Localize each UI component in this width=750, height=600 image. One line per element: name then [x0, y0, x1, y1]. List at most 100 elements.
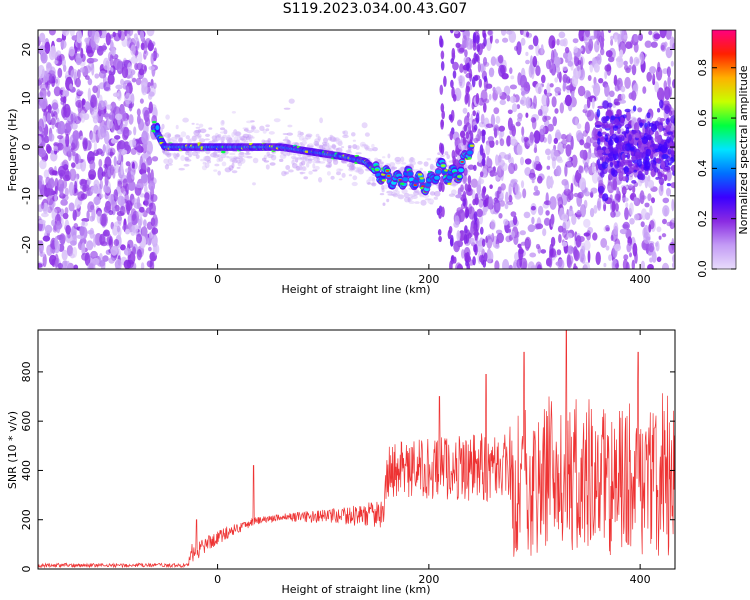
spectrogram-cell	[139, 193, 146, 198]
spectrogram-cell	[282, 150, 288, 157]
spectrogram-cell	[535, 189, 540, 196]
spectrogram-cell	[379, 193, 385, 196]
spectrogram-cell	[531, 179, 535, 184]
spectrogram-cell	[283, 107, 291, 110]
spectrogram-cell	[554, 56, 561, 68]
spectrogram-cell	[105, 32, 111, 46]
spectrogram-cell	[363, 145, 370, 150]
spectrogram-cell	[231, 170, 238, 174]
spectrogram-cell	[86, 210, 90, 220]
spectrogram-cell	[583, 232, 590, 237]
spectrogram-cell	[507, 152, 512, 164]
spectrogram-cell	[640, 208, 648, 220]
spectrogram-cell	[113, 239, 120, 247]
spectrogram-cell	[573, 248, 579, 260]
spectrogram-cell	[382, 156, 386, 159]
spectrogram-cell	[113, 156, 117, 167]
spectrogram-cell	[547, 155, 551, 161]
spectrogram-cell	[199, 128, 207, 134]
spectrogram-cell	[441, 182, 445, 193]
spectrogram-cell	[539, 124, 546, 135]
spectrogram-cell	[628, 159, 632, 164]
spectrogram-cell	[108, 236, 114, 250]
spectrogram-cell	[180, 155, 186, 162]
spectrogram-cell	[660, 44, 665, 51]
spectrogram-cell	[84, 65, 92, 74]
spectrogram-cell	[348, 174, 352, 177]
spectrogram-cell	[72, 130, 80, 141]
spectrogram-cell	[176, 152, 180, 158]
spectrogram-cell	[462, 190, 467, 200]
spectrogram-cell	[557, 258, 565, 269]
spectrogram-cell	[79, 67, 86, 73]
spectrogram-cell	[475, 30, 480, 34]
spectrogram-cell	[644, 176, 649, 189]
spectrogram-cell	[621, 197, 629, 203]
spectrogram-cell	[367, 148, 374, 152]
spectrogram-cell	[287, 139, 291, 144]
spectrogram-cell	[645, 148, 651, 157]
spectrogram-cell	[127, 239, 134, 249]
spectrogram-cell	[73, 264, 79, 269]
spectrogram-cell	[549, 196, 557, 210]
spectrogram-cell	[567, 245, 574, 254]
spectrogram-cell	[252, 157, 259, 164]
spectrogram-cell	[667, 75, 671, 88]
spectrogram-cell	[513, 163, 518, 171]
spectrogram-cell	[420, 199, 427, 206]
spectrogram-cell	[38, 263, 43, 268]
spectrogram-cell	[146, 221, 153, 230]
spectrogram-cell	[44, 41, 51, 54]
spectrogram-cell	[75, 77, 81, 88]
spectrogram-cell	[457, 175, 462, 178]
colorbar-bar	[711, 29, 737, 270]
spectrogram-cell	[136, 41, 140, 49]
spectrogram-cell	[163, 158, 169, 164]
spectrogram-cell	[622, 258, 628, 269]
spectrogram-cell	[57, 135, 64, 140]
spectrogram-cell	[401, 188, 408, 195]
spectrogram-cell	[537, 245, 542, 254]
spectrogram-cell	[422, 194, 430, 199]
spectrogram-cell	[38, 101, 42, 109]
spectrogram-cell	[553, 51, 558, 58]
spectrogram-cell	[438, 235, 442, 243]
spectrogram-cell	[663, 41, 668, 48]
spectrogram-cell	[67, 149, 72, 162]
spectrogram-cell	[279, 158, 284, 162]
spectrogram-cell	[464, 225, 468, 234]
spectrogram-cell	[482, 186, 487, 194]
spectrogram-cell	[211, 135, 218, 140]
spectrogram-cell	[460, 130, 466, 138]
spectrogram-cell	[104, 172, 109, 187]
spectrogram-cell	[561, 241, 568, 247]
spectrogram-cell	[128, 114, 134, 125]
spectrogram-cell	[117, 149, 122, 164]
spectrogram-cell	[554, 108, 559, 114]
spectrogram-cell	[165, 114, 170, 120]
figure-title: S119.2023.034.00.43.G07	[282, 1, 468, 17]
spectrogram-cell	[221, 120, 225, 125]
spectrogram-cell	[477, 178, 485, 185]
spectrogram-cell	[103, 229, 110, 237]
spectrogram-cell	[70, 68, 78, 80]
spectrogram-cell	[644, 170, 649, 176]
spectrogram-cell	[557, 72, 561, 79]
spectrogram-cell	[112, 225, 119, 236]
spectrogram-cell	[464, 49, 468, 58]
spectrogram-cell	[40, 83, 48, 91]
spectrogram-cell	[490, 219, 496, 231]
spectrogram-cell	[608, 254, 613, 261]
spectrogram-cell	[110, 138, 117, 144]
spectrogram-cell	[649, 220, 655, 230]
spectrogram-cell	[659, 117, 665, 122]
spectrogram-cell	[114, 204, 120, 212]
spectrogram-cell	[556, 193, 562, 202]
spectrogram-cell	[402, 177, 409, 182]
spectrogram-cell	[646, 71, 652, 82]
spectrogram-cell	[637, 170, 643, 179]
x-tick-label: 0	[214, 573, 221, 586]
spectrogram-cell	[425, 182, 431, 187]
spectrogram-cell	[87, 78, 93, 86]
spectrogram-cell	[483, 199, 487, 208]
